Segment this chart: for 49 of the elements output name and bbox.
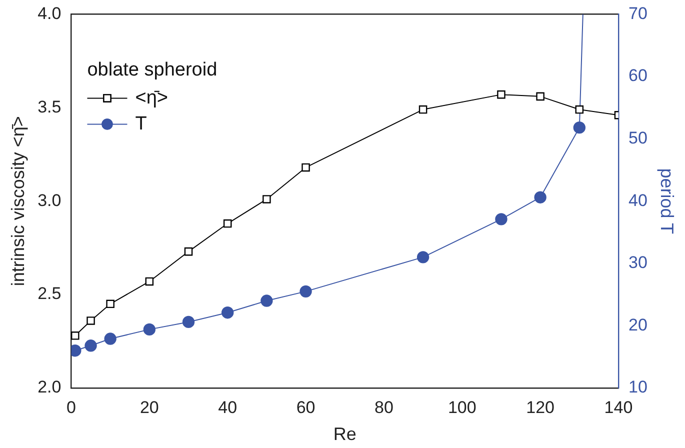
point: [221, 306, 234, 319]
y-tick-label: 2.5: [38, 284, 62, 304]
legend-label: T: [135, 113, 148, 134]
y2-tick-label: 70: [628, 4, 648, 23]
x-tick-label: 60: [296, 398, 316, 417]
point: [182, 316, 195, 328]
point: [223, 219, 232, 228]
x-tick-label: 40: [218, 398, 238, 417]
point: [302, 163, 310, 172]
x-tick-label: 100: [448, 398, 476, 417]
y-axis-title: intrinsic viscosity <η̄>: [8, 116, 28, 286]
point: [71, 332, 80, 340]
y2-tick-label: 20: [628, 315, 648, 334]
point: [497, 90, 506, 99]
legend-label: <η̄>: [135, 87, 168, 108]
point: [416, 251, 430, 264]
y2-axis-title: period T: [657, 168, 678, 234]
y2-tick-label: 10: [628, 378, 648, 397]
point: [104, 332, 116, 345]
point: [145, 277, 154, 286]
x-axis-title: Re: [333, 424, 356, 444]
point: [260, 294, 273, 307]
y-tick-label: 3.0: [38, 190, 62, 210]
point: [106, 300, 114, 308]
y2-tick-label: 50: [628, 128, 648, 148]
point: [573, 121, 586, 134]
point: [143, 323, 156, 336]
point: [184, 247, 193, 256]
y2-tick-label: 40: [628, 190, 648, 210]
y-tick-label: 4.0: [38, 4, 62, 23]
point: [575, 105, 584, 114]
legend-title: oblate spheroid: [87, 59, 218, 80]
point: [534, 191, 546, 204]
x-tick-label: 120: [526, 398, 554, 417]
y-tick-label: 3.5: [38, 97, 62, 116]
point: [262, 195, 271, 204]
point: [86, 316, 95, 325]
y-tick-label: 2.0: [38, 378, 62, 397]
point: [495, 213, 508, 226]
x-tick-label: 0: [66, 398, 76, 417]
point: [84, 340, 97, 352]
y2-tick-label: 60: [628, 66, 648, 86]
x-tick-label: 20: [140, 398, 159, 417]
point: [536, 92, 544, 101]
x-tick-label: 80: [374, 398, 394, 417]
point: [418, 105, 428, 114]
y2-tick-label: 30: [628, 253, 648, 272]
x-tick-label: 140: [604, 398, 633, 417]
point: [300, 285, 312, 298]
